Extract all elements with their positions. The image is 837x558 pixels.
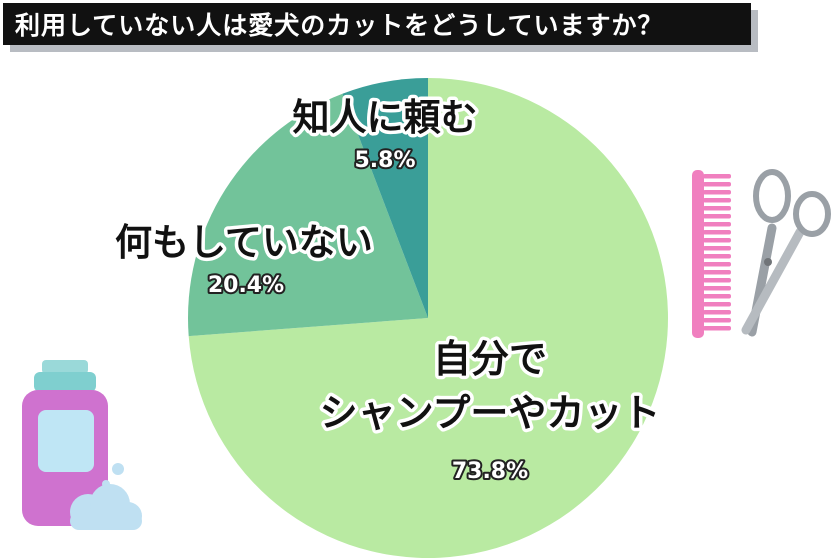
comb-tooth xyxy=(703,318,731,323)
comb-tooth xyxy=(703,190,731,195)
comb-tooth xyxy=(703,270,731,275)
comb-icon xyxy=(692,170,731,338)
scissors-icon xyxy=(741,169,831,337)
comb-tooth xyxy=(703,286,731,291)
comb-tooth xyxy=(703,326,731,331)
pie-slice-0 xyxy=(188,78,669,558)
comb-tooth xyxy=(703,278,731,283)
comb-tooth xyxy=(703,182,731,187)
slice-value-label-0: 73.8% xyxy=(452,459,528,484)
pie-slice-2 xyxy=(342,78,428,318)
chart-title: 利用していない人は愛犬のカットをどうしていますか？ xyxy=(15,11,664,40)
comb-tooth xyxy=(703,302,731,307)
title-banner: 利用していない人は愛犬のカットをどうしていますか？ xyxy=(3,3,751,45)
comb-tooth xyxy=(703,254,731,259)
comb-tooth xyxy=(703,310,731,315)
comb-tooth xyxy=(703,174,731,179)
comb-tooth xyxy=(703,246,731,251)
pie-slices xyxy=(188,78,669,558)
comb-tooth xyxy=(703,238,731,243)
slice-label-0-line-0: 自分で xyxy=(433,337,547,381)
pie-slice-1 xyxy=(188,93,428,337)
shampoo-bottle-icon xyxy=(22,360,108,526)
comb-tooth xyxy=(703,230,731,235)
slice-label-2-line-0: 知人に頼む xyxy=(293,96,478,139)
slice-label-0-line-1: シャンプーやカット xyxy=(320,391,661,435)
comb-tooth xyxy=(703,214,731,219)
comb-tooth xyxy=(703,222,731,227)
slice-label-1-line-0: 何もしていない xyxy=(115,221,373,264)
comb-tooth xyxy=(703,206,731,211)
comb-tooth xyxy=(703,198,731,203)
comb-tooth xyxy=(703,262,731,267)
slice-value-label-2: 5.8% xyxy=(354,148,415,173)
soap-bubbles-icon xyxy=(70,463,142,530)
slice-value-label-1: 20.4% xyxy=(208,273,284,298)
comb-tooth xyxy=(703,294,731,299)
